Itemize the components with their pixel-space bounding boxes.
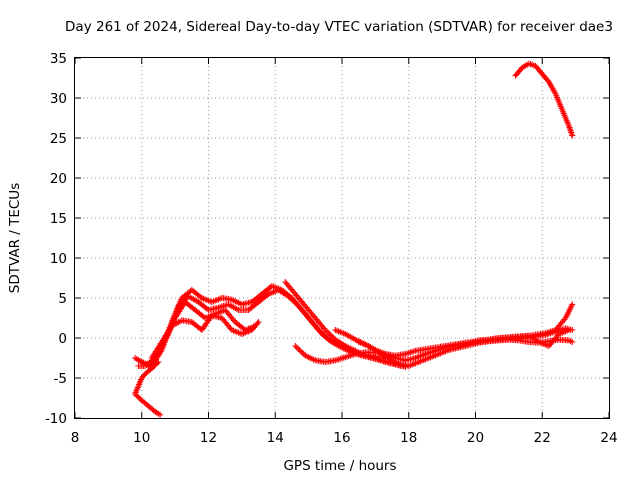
data-point [297,348,304,355]
y-tick-label: 5 [58,291,67,307]
data-point [132,391,139,397]
data-point [285,293,292,300]
y-tick-label: 20 [50,171,67,187]
y-tick-label: -10 [45,411,67,427]
y-tick-label: 15 [50,211,67,227]
data-point [300,351,307,358]
grid-lines [75,58,609,418]
data-point [299,349,306,356]
data-marks [132,60,576,418]
data-point [295,345,302,352]
data-point [289,297,296,304]
data-point [288,296,295,303]
data-point [324,335,331,342]
chart-title: Day 261 of 2024, Sidereal Day-to-day VTE… [65,19,613,35]
data-point [287,294,294,301]
data-point [326,331,333,338]
data-point [150,364,157,371]
series-trace-k [455,327,572,349]
x-tick-label: 8 [71,430,80,446]
data-point [569,339,576,345]
data-point [569,301,576,308]
series-trace-e [132,359,162,397]
plot-frame [74,57,610,419]
x-tick-label: 20 [467,430,484,446]
data-point [330,335,337,342]
y-tick-label: 0 [58,331,67,347]
data-point [136,394,143,401]
y-tick-label: 10 [50,251,67,267]
data-point [325,329,332,336]
data-point [255,319,262,325]
data-point [322,333,329,340]
data-point [544,77,551,84]
data-point [319,331,326,338]
data-point [157,411,164,418]
data-point [264,292,271,299]
data-point [294,301,301,308]
data-point [292,300,299,307]
data-point [133,392,140,399]
data-point [315,327,322,333]
x-tick-label: 16 [333,430,350,446]
data-point [328,332,335,339]
data-point [151,362,158,369]
series-trace-f [132,391,164,418]
data-point [322,327,329,333]
x-axis-label: GPS time / hours [283,458,396,474]
series-trace-d [148,312,262,361]
data-point [148,365,155,372]
data-point [154,360,161,367]
data-point [569,132,576,139]
x-tick-label: 22 [534,430,551,446]
x-tick-label: 14 [267,430,284,446]
y-tick-label: 30 [50,91,67,107]
data-point [293,344,300,351]
data-point [565,327,572,333]
data-point [292,343,299,349]
data-point [323,328,330,335]
data-point [134,393,141,400]
data-point [296,347,303,354]
x-tick-label: 24 [600,430,617,446]
y-tick-label: 25 [50,131,67,147]
data-point [254,320,261,327]
data-point [197,293,204,300]
x-tick-label: 12 [200,430,217,446]
x-tick-label: 10 [133,430,150,446]
data-point [150,407,157,414]
series-trace-l [512,60,576,139]
data-point [329,333,336,340]
data-point [318,329,325,336]
data-point [321,332,328,339]
data-point [152,361,159,368]
x-tick-label: 18 [400,430,417,446]
y-tick-label: -5 [54,371,67,387]
data-point [155,359,162,365]
y-axis-label: SDTVAR / TECUs [7,183,23,293]
y-tick-label: 35 [50,51,67,67]
axis-ticks: 8 10 12 14 16 18 20 22 24 -10 -5 0 5 10 15 20 25 30 35 [45,51,618,446]
data-point [317,328,324,335]
data-point [291,298,298,305]
